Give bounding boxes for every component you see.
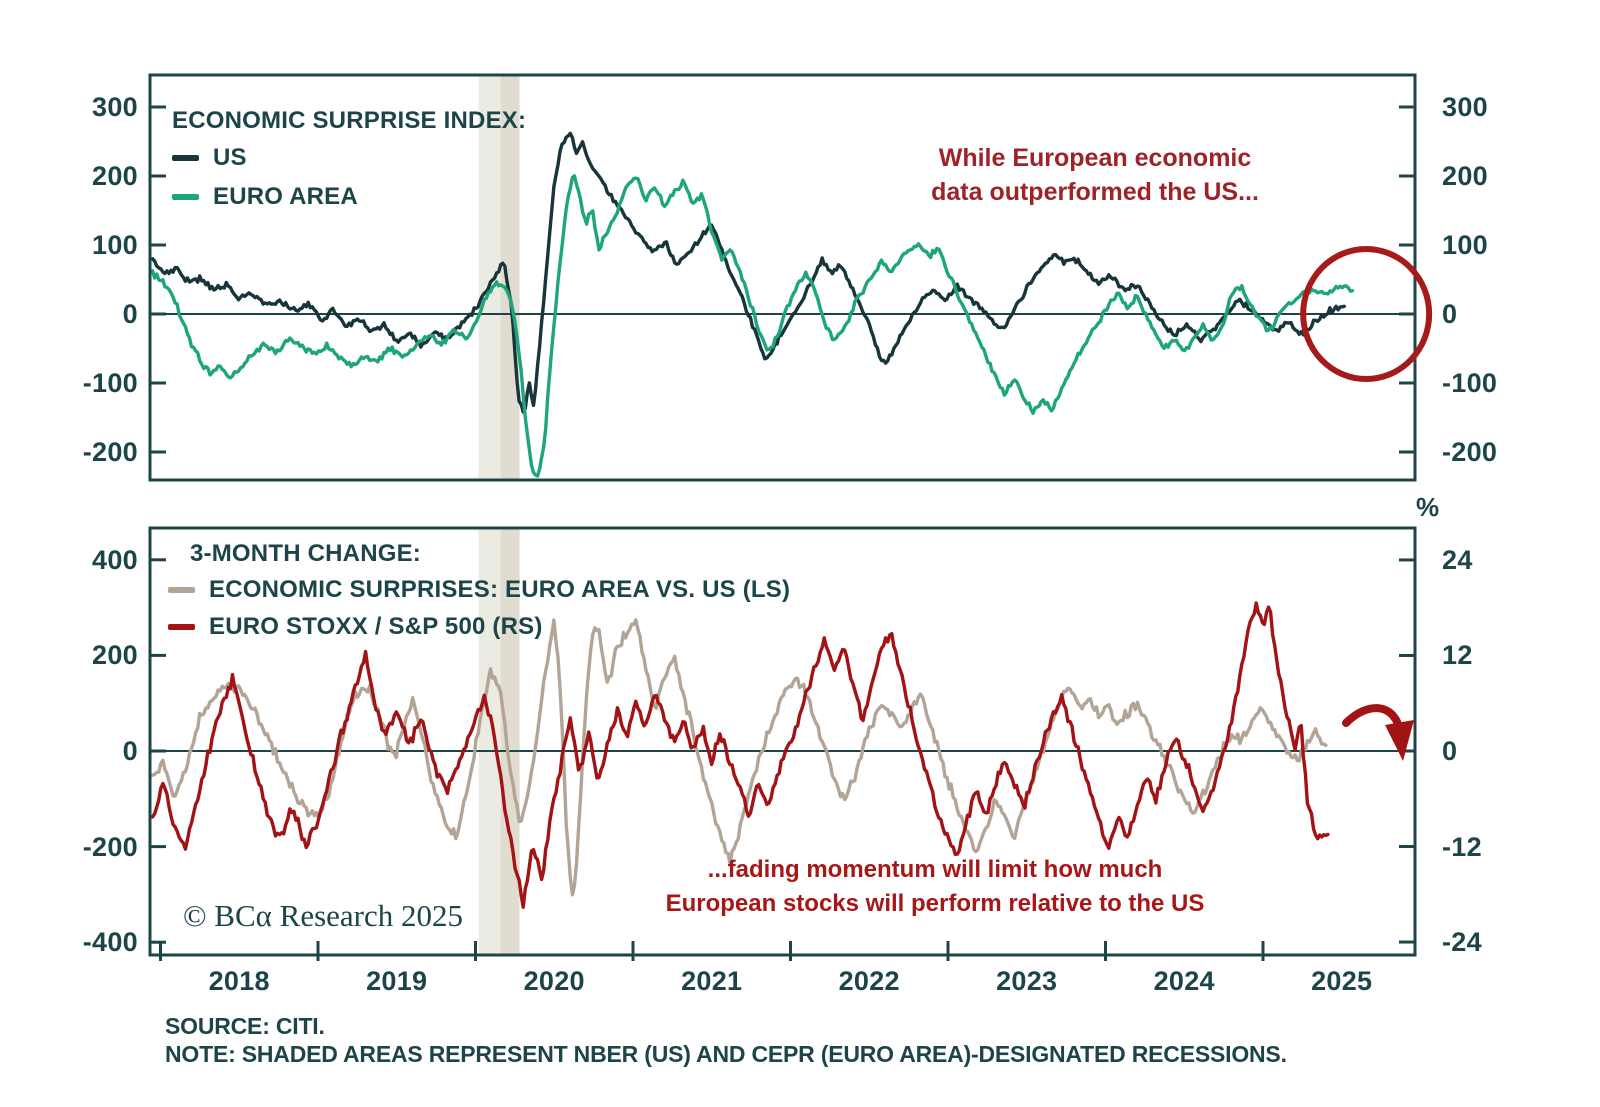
top-legend-title: ECONOMIC SURPRISE INDEX: xyxy=(172,107,527,134)
legend-label-stoxx-spx: EURO STOXX / S&P 500 (RS) xyxy=(209,613,543,640)
legend-item-stoxx-spx: EURO STOXX / S&P 500 (RS) xyxy=(168,613,543,641)
x-axis-year-label: 2019 xyxy=(366,966,428,996)
top-y-left-tick-label: -100 xyxy=(82,368,138,398)
top-y-right-tick-label: 100 xyxy=(1442,230,1488,260)
bottom-y-right-tick-label: -12 xyxy=(1442,831,1482,862)
top-y-right-tick-label: 300 xyxy=(1442,92,1488,122)
trend-arrow-icon xyxy=(1342,704,1403,731)
bottom-annotation-line-1: ...fading momentum will limit how much xyxy=(707,856,1163,883)
bottom-y-left-tick-label: 400 xyxy=(92,544,138,575)
copyright-notice: © BCα Research 2025 xyxy=(183,898,463,933)
top-annotation-line-1: While European economic xyxy=(938,144,1252,172)
source-line: SOURCE: CITI. xyxy=(165,1013,325,1039)
right-axis-unit-label: % xyxy=(1416,492,1440,522)
top-y-right-tick-label: -200 xyxy=(1442,437,1498,467)
bottom-y-right-tick-label: -24 xyxy=(1442,927,1482,958)
bottom-y-right-tick-label: 0 xyxy=(1442,736,1458,766)
legend-item-surprises-diff: ECONOMIC SURPRISES: EURO AREA VS. US (LS… xyxy=(168,576,790,604)
surprises-diff-line-swatch xyxy=(168,587,195,593)
euro-area-line xyxy=(150,174,1355,478)
top-annotation-line-2: data outperformed the US... xyxy=(931,178,1259,206)
legend-label-surprises-diff: ECONOMIC SURPRISES: EURO AREA VS. US (LS… xyxy=(209,576,791,603)
bottom-legend-title: 3-MONTH CHANGE: xyxy=(190,540,421,567)
bottom-y-right-tick-label: 12 xyxy=(1442,640,1473,671)
x-axis-year-label: 2025 xyxy=(1311,966,1373,996)
bottom-y-left-tick-label: -200 xyxy=(82,831,138,862)
stoxx-spx-line-swatch xyxy=(168,624,195,630)
top-y-left-tick-label: 300 xyxy=(92,92,138,122)
x-axis-year-label: 2022 xyxy=(838,966,900,996)
recession-band xyxy=(478,75,501,480)
x-axis-year-label: 2020 xyxy=(523,966,585,996)
bottom-y-right-tick-label: 24 xyxy=(1442,544,1473,575)
top-annotation: While European economic data outperforme… xyxy=(855,141,1335,209)
bottom-y-left-tick-label: 0 xyxy=(122,736,138,766)
recession-band-dark-edge xyxy=(500,75,520,480)
note-line: NOTE: SHADED AREAS REPRESENT NBER (US) A… xyxy=(165,1041,1287,1067)
top-y-left-tick-label: 0 xyxy=(122,299,138,329)
bottom-y-left-tick-label: 200 xyxy=(92,640,138,671)
trend-arrow-head xyxy=(1385,720,1414,761)
top-y-right-tick-label: 0 xyxy=(1442,299,1458,329)
x-axis-year-label: 2024 xyxy=(1153,966,1215,996)
top-y-right-tick-label: -100 xyxy=(1442,368,1498,398)
bottom-panel-frame xyxy=(148,526,1417,957)
legend-label-euro-area: EURO AREA xyxy=(213,183,358,210)
recession-band-dark-edge xyxy=(500,528,520,955)
x-axis-year-label: 2023 xyxy=(996,966,1058,996)
x-axis-year-label: 2021 xyxy=(681,966,743,996)
recession-band xyxy=(478,528,501,955)
annotation-circle xyxy=(1300,246,1433,382)
euro-area-line-swatch xyxy=(172,194,199,200)
top-y-left-tick-label: -200 xyxy=(82,437,138,467)
us-line xyxy=(150,131,1347,414)
bottom-annotation-line-2: European stocks will perform relative to… xyxy=(665,890,1205,917)
top-y-right-tick-label: 200 xyxy=(1442,161,1488,191)
us-line-swatch xyxy=(172,155,199,161)
top-y-left-tick-label: 100 xyxy=(92,230,138,260)
legend-item-euro-area: EURO AREA xyxy=(172,183,358,211)
x-axis-year-label: 2018 xyxy=(208,966,270,996)
bottom-y-left-tick-label: -400 xyxy=(82,927,138,958)
legend-label-us: US xyxy=(213,144,247,171)
top-y-left-tick-label: 200 xyxy=(92,161,138,191)
bottom-annotation: ...fading momentum will limit how much E… xyxy=(620,853,1250,921)
legend-item-us: US xyxy=(172,144,247,172)
stoxx-spx-line xyxy=(150,601,1330,909)
